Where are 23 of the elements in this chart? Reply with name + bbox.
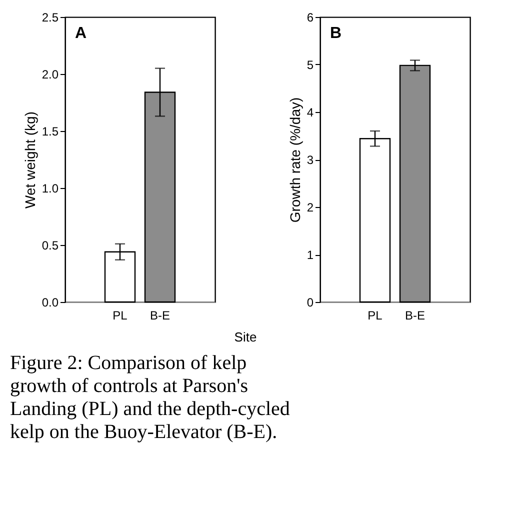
x-tick-label: PL — [368, 308, 383, 322]
x-tick-label: PL — [112, 308, 128, 322]
y-tick-label: 0.5 — [42, 238, 59, 252]
y-tick-label: 1 — [306, 248, 314, 262]
y-tick-label: 0.0 — [42, 296, 59, 310]
x-tick-label: B-E — [150, 308, 170, 322]
y-tick-label: 1.0 — [42, 182, 59, 196]
x-axis-title: Site — [234, 330, 257, 344]
y-tick-label: 2 — [306, 200, 314, 214]
x-tick-label: B-E — [404, 308, 426, 322]
y-tick-label: 2.0 — [42, 68, 59, 82]
y-tick-label: 2.5 — [42, 10, 59, 24]
y-tick-label: 3 — [306, 153, 314, 167]
y-axis-title: Growth rate (%/day) — [286, 97, 303, 223]
y-tick-label: 1.5 — [42, 124, 59, 138]
text: B — [330, 25, 342, 42]
y-tick-label: 0 — [306, 296, 314, 310]
chart-title: A — [75, 25, 87, 42]
caption: Figure 2: Comparison of kelp growth of controls at Parson's Landing (PL) and the depth-cycled kelp on the Buoy-Elevator (B-E). — [10, 352, 290, 443]
y-axis-title: Wet weight (kg) — [22, 112, 38, 208]
y-tick-label: 4 — [306, 106, 314, 120]
y-tick-label: 6 — [306, 10, 314, 24]
y-tick-label: 5 — [306, 58, 314, 72]
